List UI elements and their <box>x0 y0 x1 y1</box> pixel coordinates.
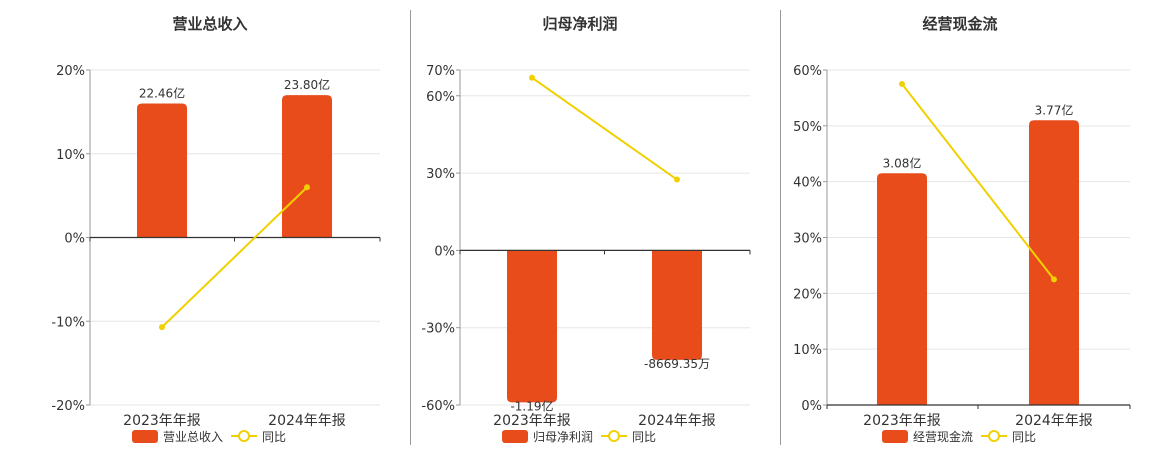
y-tick-label: 60% <box>793 64 822 79</box>
bar-value-label: 3.08亿 <box>883 155 922 170</box>
yoy-point <box>1051 276 1057 283</box>
x-tick-label: 2024年年报 <box>268 413 346 429</box>
yoy-point <box>159 324 165 331</box>
chart-title: 归母净利润 <box>542 15 617 33</box>
yoy-line <box>531 76 678 181</box>
x-tick-label: 2024年年报 <box>1015 413 1093 429</box>
legend-line-marker <box>988 430 1000 442</box>
bar-value-label: 23.80亿 <box>284 77 330 92</box>
bar <box>282 95 332 238</box>
legend-line-label: 同比 <box>262 430 286 444</box>
bar-value-label: 3.77亿 <box>1035 102 1074 117</box>
legend-bar-label: 营业总收入 <box>163 430 223 444</box>
legend-line-label: 同比 <box>1012 430 1036 444</box>
y-tick-label: 60% <box>426 90 455 105</box>
y-tick-label: 70% <box>426 64 455 79</box>
x-tick-label: 2023年年报 <box>493 413 571 429</box>
bar <box>507 250 557 403</box>
bar <box>1029 120 1079 405</box>
legend-line-marker <box>608 430 620 442</box>
yoy-point <box>899 80 905 87</box>
y-tick-label: 40% <box>793 176 822 191</box>
chart-title: 经营现金流 <box>922 15 997 33</box>
y-tick-label: 30% <box>426 167 455 182</box>
bar <box>877 173 927 405</box>
bar <box>137 103 187 238</box>
x-tick-label: 2024年年报 <box>638 413 716 429</box>
y-tick-label: 50% <box>793 120 822 135</box>
yoy-point <box>304 184 310 191</box>
y-tick-label: 10% <box>793 343 822 358</box>
legend-bar-swatch <box>882 430 908 443</box>
y-tick-label: 30% <box>793 232 822 247</box>
y-tick-label: 20% <box>56 64 85 79</box>
y-tick-label: 0% <box>434 244 455 259</box>
yoy-line <box>161 186 308 328</box>
yoy-line <box>901 83 1055 280</box>
y-tick-label: -20% <box>51 399 85 414</box>
chart-panel-3: 经营现金流 60% 50% 40% 30% 20% 10% 0% 3.08亿 3.77亿 2023年… <box>793 15 1131 444</box>
y-tick-label: 0% <box>64 232 85 247</box>
chart-title: 营业总收入 <box>172 15 247 33</box>
legend-line-marker <box>238 430 250 442</box>
chart-panel-2: 归母净利润 70% 60% 30% 0% -30% -60% -1.19亿 -8669.35万 2… <box>421 15 751 444</box>
y-tick-label: -60% <box>421 399 455 414</box>
legend-bar-swatch <box>132 430 158 443</box>
chart-panel-1: 营业总收入 20% 10% 0% -10% -20% 22.46亿 23.80亿 2023年年报… <box>51 15 381 444</box>
legend-bar-label: 归母净利润 <box>533 430 593 444</box>
legend-bar-swatch <box>502 430 528 443</box>
x-tick-label: 2023年年报 <box>123 413 201 429</box>
bar-value-label: -1.19亿 <box>510 398 553 413</box>
panel-divider <box>780 10 781 445</box>
bar-value-label: 22.46亿 <box>139 86 185 101</box>
bar-value-label: -8669.35万 <box>644 357 710 371</box>
y-tick-label: -10% <box>51 315 85 330</box>
y-tick-label: 10% <box>56 148 85 163</box>
legend-line-label: 同比 <box>632 430 656 444</box>
yoy-point <box>529 74 535 81</box>
y-tick-label: 20% <box>793 287 822 302</box>
yoy-point <box>674 176 680 183</box>
x-tick-label: 2023年年报 <box>863 413 941 429</box>
bar <box>652 250 702 360</box>
panel-divider <box>410 10 411 445</box>
y-tick-label: -30% <box>421 322 455 337</box>
legend-bar-label: 经营现金流 <box>913 429 973 444</box>
y-tick-label: 0% <box>801 399 822 414</box>
